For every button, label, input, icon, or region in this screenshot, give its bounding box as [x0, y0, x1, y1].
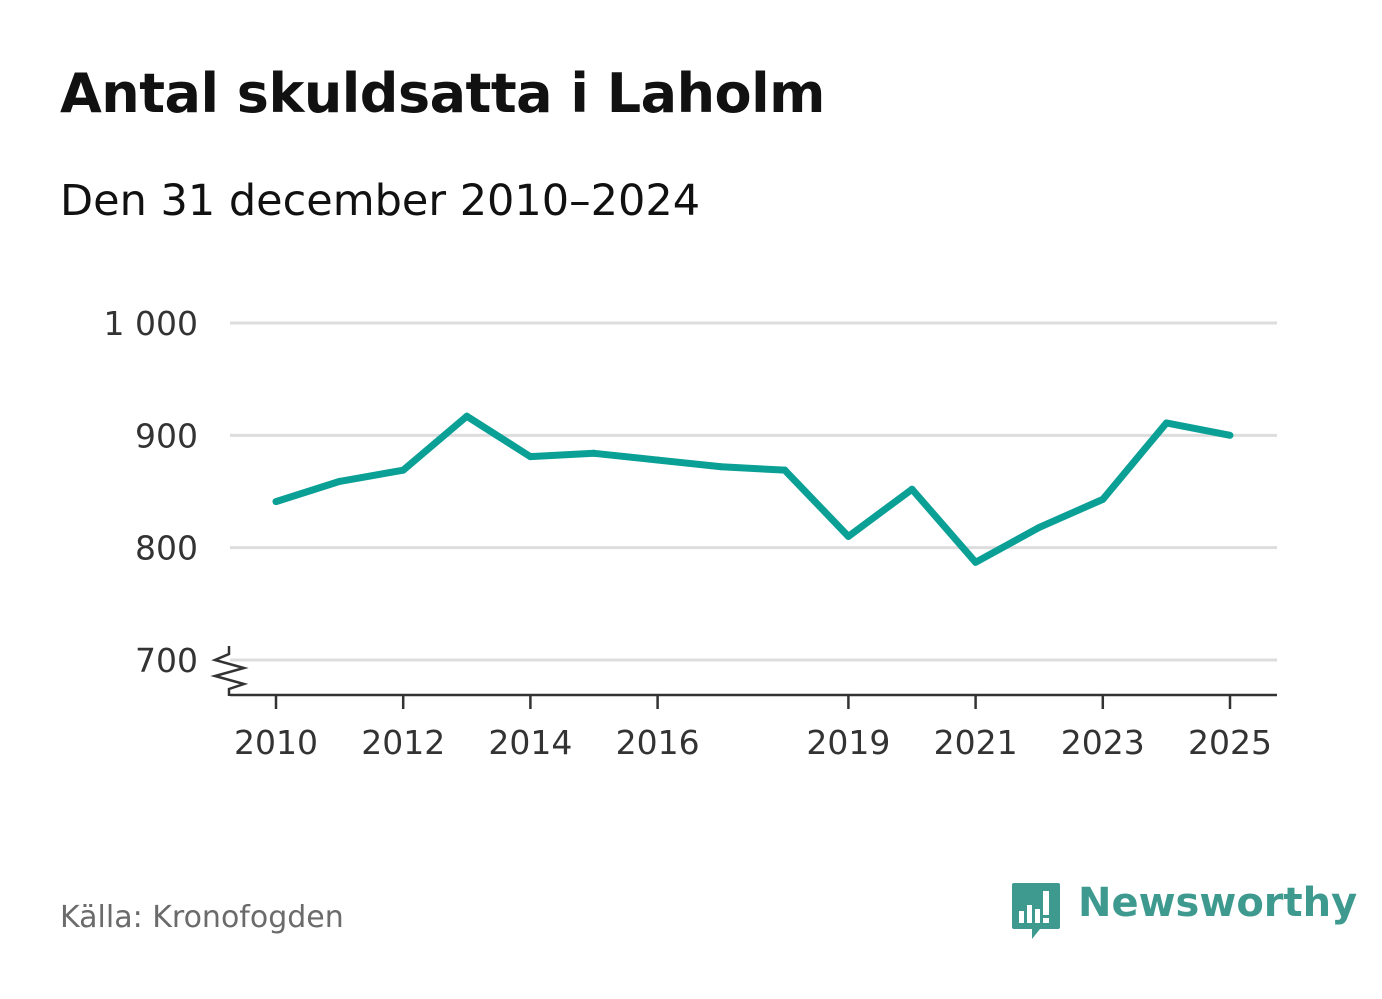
axis-break-mark: [210, 646, 249, 696]
x-tick-label: 2012: [361, 723, 445, 762]
chart-subtitle: Den 31 december 2010–2024: [60, 176, 701, 226]
data-point: [844, 532, 852, 540]
data-point: [781, 466, 789, 474]
data-point: [1035, 523, 1043, 531]
data-point: [526, 453, 534, 461]
brand-name: Newsworthy: [1078, 880, 1358, 926]
x-tick-label: 2014: [488, 723, 572, 762]
y-tick-label: 800: [135, 529, 198, 568]
x-tick-label: 2025: [1188, 723, 1272, 762]
x-tick-label: 2016: [616, 723, 700, 762]
data-point: [1162, 419, 1170, 427]
data-point: [399, 466, 407, 474]
data-point: [1099, 495, 1107, 503]
y-tick-label: 700: [135, 641, 198, 680]
data-point: [1226, 431, 1234, 439]
gridlines: [230, 321, 1277, 662]
x-axis-labels: 2010 2012 2014 2016 2019 2021 2023 2025: [234, 723, 1272, 762]
x-axis: [210, 646, 1277, 709]
x-tick-label: 2021: [934, 723, 1018, 762]
data-point: [717, 463, 725, 471]
x-tick-label: 2019: [806, 723, 890, 762]
y-tick-label: 1 000: [104, 304, 198, 343]
y-tick-label: 900: [135, 416, 198, 455]
data-point: [463, 412, 471, 420]
series-line: [274, 412, 1231, 566]
series-layer: [272, 412, 1234, 566]
data-point: [654, 456, 662, 464]
source-note: Källa: Kronofogden: [60, 900, 344, 935]
data-point: [908, 485, 916, 493]
y-axis-labels: 1 000 900 800 700: [104, 304, 198, 680]
data-point: [336, 477, 344, 485]
x-tick-label: 2023: [1061, 723, 1145, 762]
newsworthy-logo-icon: [1012, 883, 1060, 939]
data-point: [272, 498, 280, 506]
brand: Newsworthy: [1010, 878, 1357, 942]
data-point: [590, 449, 598, 457]
data-point: [972, 558, 980, 566]
x-tick-label: 2010: [234, 723, 318, 762]
chart-title: Antal skuldsatta i Laholm: [60, 62, 825, 125]
